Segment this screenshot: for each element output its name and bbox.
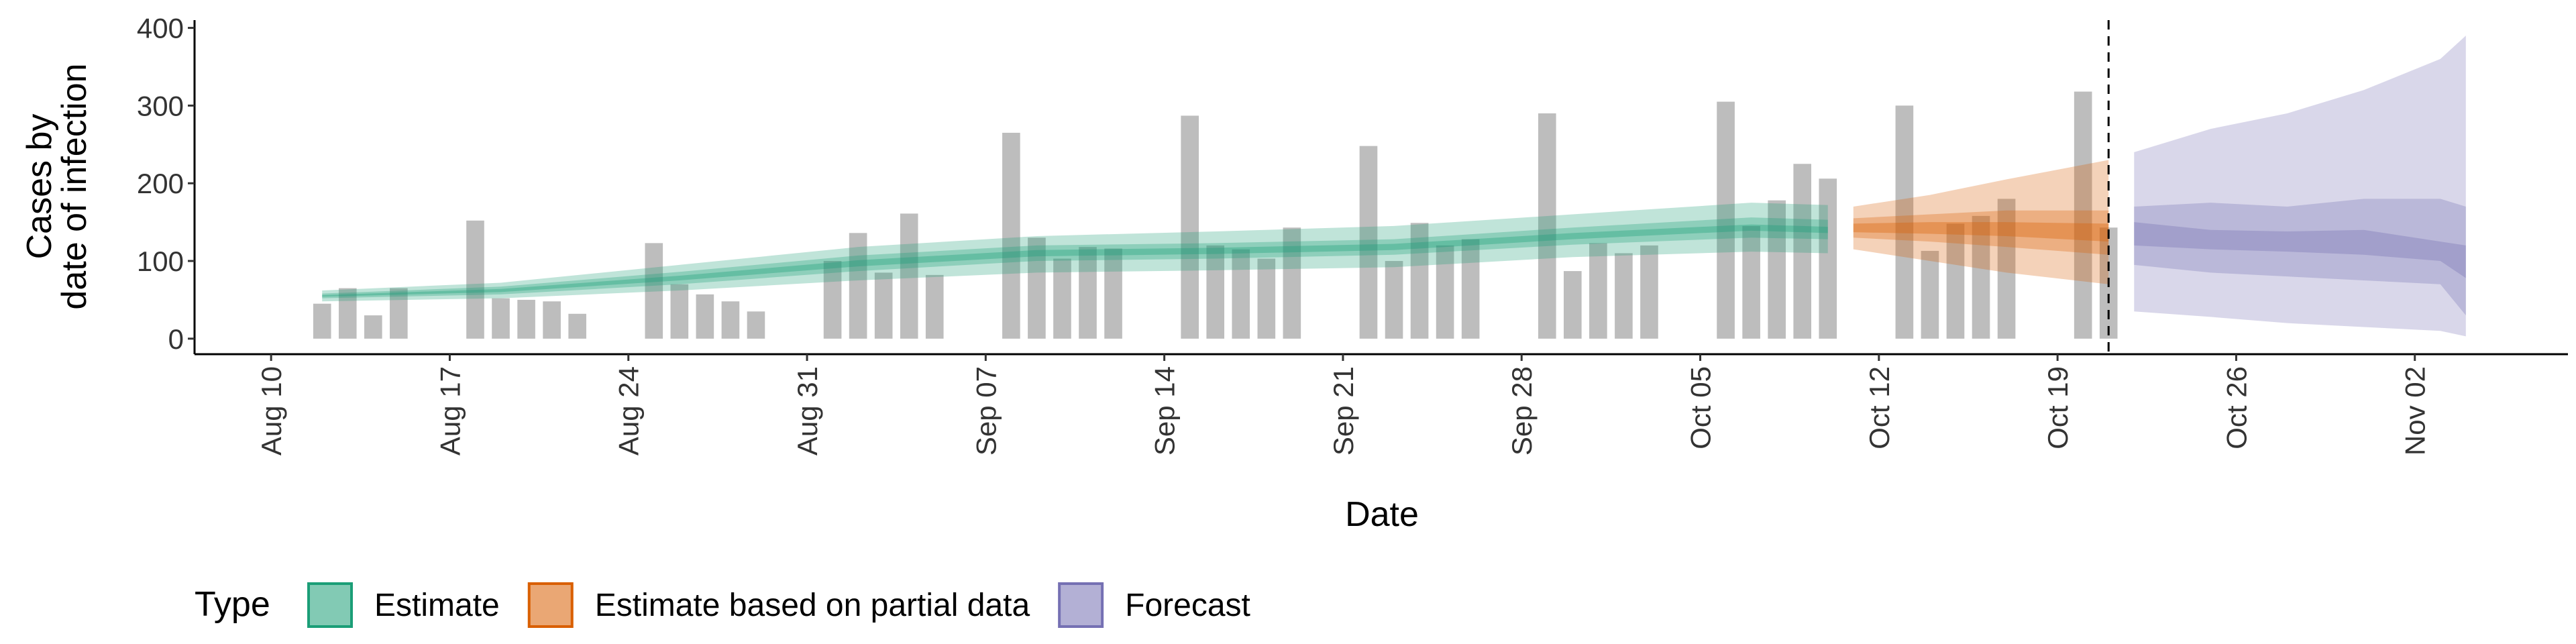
bar — [1181, 115, 1199, 339]
x-tick-label: Aug 24 — [613, 366, 645, 455]
bar — [900, 213, 918, 339]
x-tick-label: Oct 12 — [1864, 366, 1895, 449]
bar — [1206, 245, 1225, 339]
plot-area — [313, 36, 2466, 339]
bar — [1410, 223, 1429, 339]
bar — [645, 243, 663, 339]
bar — [925, 274, 944, 339]
bar — [1717, 101, 1735, 339]
bar — [1615, 253, 1633, 339]
bar — [543, 301, 561, 339]
bar — [823, 261, 842, 339]
bar — [1079, 247, 1097, 339]
x-tick-label: Aug 31 — [792, 366, 823, 455]
ribbon — [2134, 36, 2466, 337]
legend-label: Estimate — [374, 588, 500, 623]
bar — [1997, 199, 2016, 339]
x-axis-title: Date — [1345, 495, 1419, 534]
x-tick-label: Sep 14 — [1149, 366, 1181, 455]
legend-swatch — [1058, 582, 1104, 628]
bar — [1921, 250, 1939, 339]
legend-swatch — [307, 582, 353, 628]
bar — [313, 303, 331, 339]
x-tick-label: Aug 17 — [434, 366, 466, 455]
y-tick-label: 100 — [137, 246, 184, 277]
x-tick-label: Sep 28 — [1506, 366, 1538, 455]
x-tick-label: Nov 02 — [2400, 366, 2431, 455]
ribbon — [1853, 160, 2109, 284]
y-tick-label: 400 — [137, 13, 184, 44]
bar — [338, 288, 357, 339]
bar — [568, 313, 586, 339]
bar — [1946, 223, 1965, 339]
bar — [364, 315, 382, 339]
bar — [1742, 225, 1760, 339]
bar — [1028, 237, 1046, 339]
bar — [1002, 132, 1020, 339]
bar — [1461, 239, 1480, 339]
bar — [1538, 113, 1556, 339]
bar — [1232, 249, 1250, 339]
bar — [1819, 178, 1837, 339]
bar — [1359, 146, 1378, 339]
ribbon — [322, 224, 1828, 297]
bar — [466, 220, 484, 339]
x-tick-label: Sep 07 — [970, 366, 1002, 455]
x-tick-label: Oct 05 — [1685, 366, 1717, 449]
bar — [1793, 164, 1812, 339]
ribbon — [1853, 210, 2109, 255]
bar — [1640, 245, 1658, 339]
y-tick-label: 0 — [168, 323, 184, 355]
bar — [747, 311, 765, 339]
bar — [2074, 91, 2092, 339]
ribbon — [322, 203, 1828, 302]
bar — [1564, 271, 1582, 339]
legend-title: Type — [195, 585, 270, 624]
ribbon — [2134, 199, 2466, 316]
ribbon — [322, 217, 1828, 299]
bar — [721, 301, 740, 339]
x-tick-label: Aug 10 — [256, 366, 287, 455]
bar — [670, 284, 689, 339]
bar — [849, 233, 867, 339]
y-tick-label: 300 — [137, 90, 184, 121]
bar — [1972, 215, 1990, 339]
y-axis-title: Cases by — [20, 114, 59, 260]
y-axis-title: date of infection — [55, 63, 94, 309]
bar — [1257, 258, 1276, 339]
legend-label: Estimate based on partial data — [595, 588, 1030, 623]
x-tick-label: Oct 19 — [2042, 366, 2074, 449]
bar — [1104, 248, 1122, 339]
x-tick-label: Sep 21 — [1328, 366, 1359, 455]
bar — [492, 298, 510, 339]
bar — [1768, 200, 1786, 339]
bar — [517, 299, 535, 339]
bar — [1589, 243, 1607, 339]
bar — [1385, 261, 1403, 339]
bar — [1283, 227, 1301, 339]
bar — [1053, 258, 1071, 339]
bar — [1436, 245, 1454, 339]
bar — [390, 288, 408, 339]
legend-swatch — [527, 582, 574, 628]
bar — [696, 294, 714, 339]
ribbon — [1853, 222, 2109, 242]
ribbon — [2134, 222, 2466, 278]
bar — [874, 272, 893, 339]
x-tick-label: Oct 26 — [2220, 366, 2252, 449]
legend-label: Forecast — [1125, 588, 1250, 623]
y-tick-label: 200 — [137, 168, 184, 199]
bar — [1895, 105, 1914, 339]
